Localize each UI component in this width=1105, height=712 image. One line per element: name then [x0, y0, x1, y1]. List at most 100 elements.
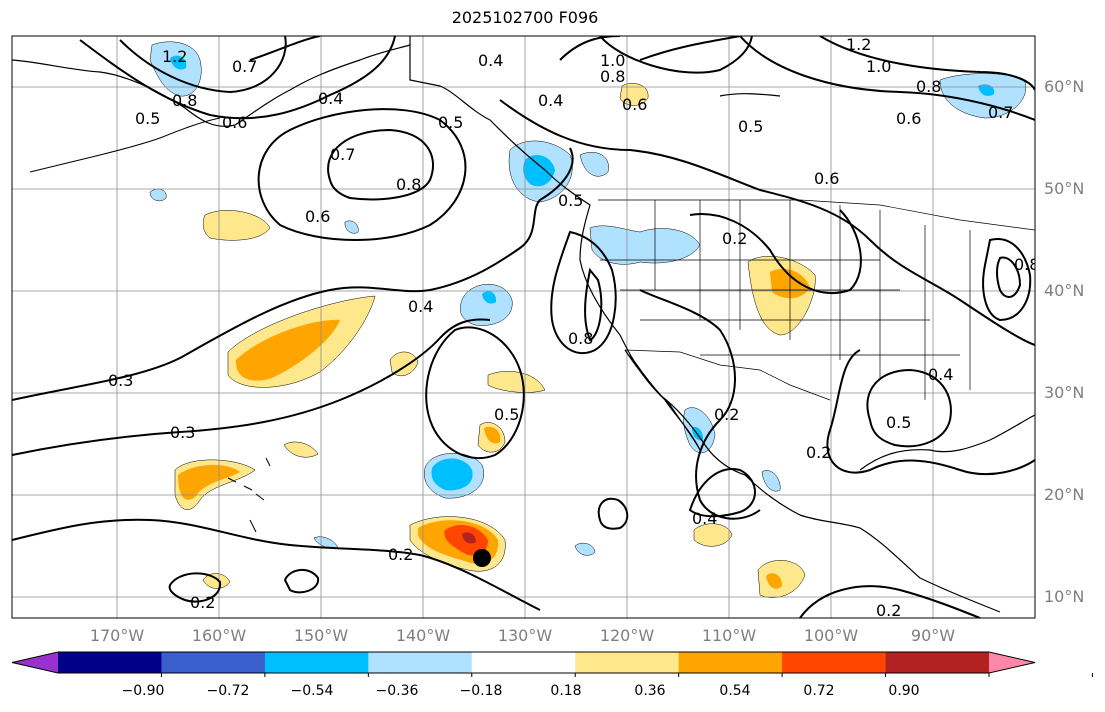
shade-neg-light: [574, 542, 596, 556]
contour-label: 0.4: [692, 509, 717, 528]
colorbar-segment: [264, 652, 369, 673]
contour-label: 0.5: [494, 405, 519, 424]
contour-label-group: 1.2 0.8 0.7 0.6 0.5 0.4 0.5 0.4 0.7 0.8 …: [108, 35, 1039, 618]
colorbar-segment: [368, 652, 473, 673]
shade-pos-light: [757, 560, 806, 598]
contour-label: 0.5: [135, 109, 160, 128]
contour-line: [425, 326, 525, 460]
colorbar-segment: [782, 652, 887, 673]
contour-line: [12, 147, 574, 401]
contour-line: [168, 572, 222, 603]
contour-label: 1.2: [846, 35, 871, 54]
colorbar-extend-max: [989, 652, 1035, 673]
contour-line: [12, 318, 491, 456]
contour-label: 0.4: [318, 89, 343, 108]
contour-label: 0.2: [388, 545, 413, 564]
lon-label-100w: 100°W: [803, 626, 859, 645]
contour-line: [283, 569, 320, 594]
contour-line: [689, 209, 862, 295]
contour-line: [866, 368, 952, 448]
lat-label-40n: 40°N: [1044, 281, 1085, 300]
contour-label: 0.8: [1014, 255, 1039, 274]
contour-label: 0.2: [722, 229, 747, 248]
contour-label: 1.0: [600, 51, 625, 70]
lon-label-170w: 170°W: [89, 626, 145, 645]
contour-label: 0.8: [600, 67, 625, 86]
lon-label-110w: 110°W: [701, 626, 757, 645]
lon-label-160w: 160°W: [191, 626, 247, 645]
coastline-gulf: [859, 414, 1035, 471]
shade-neg-light: [939, 73, 1027, 119]
colorbar-outline: [11, 651, 1036, 674]
contour-label: 0.8: [172, 91, 197, 110]
shade-pos-mid: [766, 573, 782, 589]
contour-label: 0.6: [305, 207, 330, 226]
hawaii: [227, 457, 271, 533]
contour-line: [499, 99, 1035, 346]
contour-label: 0.2: [190, 593, 215, 612]
shade-pos-max: [462, 532, 476, 544]
contour-line: [79, 36, 396, 120]
contour-label: 0.8: [396, 175, 421, 194]
contour-line: [12, 518, 541, 611]
contour-line: [559, 36, 753, 74]
map-frame: [11, 35, 1036, 619]
colorbar-tick-label: 0.54: [719, 683, 751, 699]
shade-neg-light: [761, 470, 781, 492]
shade-neg-light: [149, 41, 202, 97]
map-content: 1.2 0.8 0.7 0.6 0.5 0.4 0.5 0.4 0.7 0.8 …: [12, 35, 1039, 618]
contour-line: [826, 349, 1035, 476]
contour-line: [688, 468, 756, 518]
shade-neg-mid: [523, 155, 555, 187]
border-us-canada: [598, 199, 1035, 231]
contour-label: 0.4: [478, 51, 503, 70]
contour-line: [584, 267, 603, 342]
graticule: [12, 36, 1035, 618]
contour-label: 0.7: [988, 103, 1013, 122]
map-title: 2025102700 F096: [451, 8, 599, 27]
contour-label: 0.4: [538, 91, 563, 110]
lat-label-10n: 10°N: [1044, 587, 1085, 606]
contour-label: 0.5: [438, 113, 463, 132]
colorbar-tick-label: 0.72: [803, 683, 835, 699]
contour-label: 0.6: [622, 95, 647, 114]
lon-label-140w: 140°W: [395, 626, 451, 645]
colorbar-tick-label: −0.54: [290, 683, 334, 699]
shade-pos-light: [389, 351, 419, 377]
shade-pos-mid: [484, 426, 501, 444]
shade-neg-light: [149, 188, 167, 202]
lat-label-60n: 60°N: [1044, 77, 1085, 96]
shade-pos-mid: [235, 319, 340, 381]
contour-line: [257, 108, 467, 241]
contour-label: 0.5: [558, 191, 583, 210]
storm-center-marker: [473, 549, 491, 567]
lon-label-90w: 90°W: [910, 626, 956, 645]
colorbar-tick-label: 0.18: [550, 683, 582, 699]
colorbar-tick-label: −0.72: [206, 683, 250, 699]
shade-neg-light: [579, 152, 609, 177]
lat-label-50n: 50°N: [1044, 179, 1085, 198]
lon-label-130w: 130°W: [497, 626, 553, 645]
colorbar-segment: [575, 652, 680, 673]
lat-label-30n: 30°N: [1044, 383, 1085, 402]
contour-line: [739, 36, 1035, 121]
lat-label-20n: 20°N: [1044, 485, 1085, 504]
contour-line: [639, 289, 761, 520]
state-lines: [600, 200, 971, 400]
colorbar-segment: [161, 652, 266, 673]
shade-neg-mid: [482, 291, 497, 304]
contour-label: 0.7: [330, 145, 355, 164]
contour-lines: [12, 36, 1035, 618]
coastline-alaska: [12, 44, 411, 127]
colorbar-tick-label: 0.36: [634, 683, 666, 699]
shade-neg-light: [344, 220, 359, 234]
border-us-mexico: [624, 349, 831, 401]
contour-line: [550, 230, 617, 355]
aleutians: [29, 117, 221, 173]
contour-line: [982, 238, 1032, 322]
colorbar-extend-min: [12, 652, 58, 673]
contour-label: 0.6: [896, 109, 921, 128]
colorbar-segment: [471, 652, 576, 673]
